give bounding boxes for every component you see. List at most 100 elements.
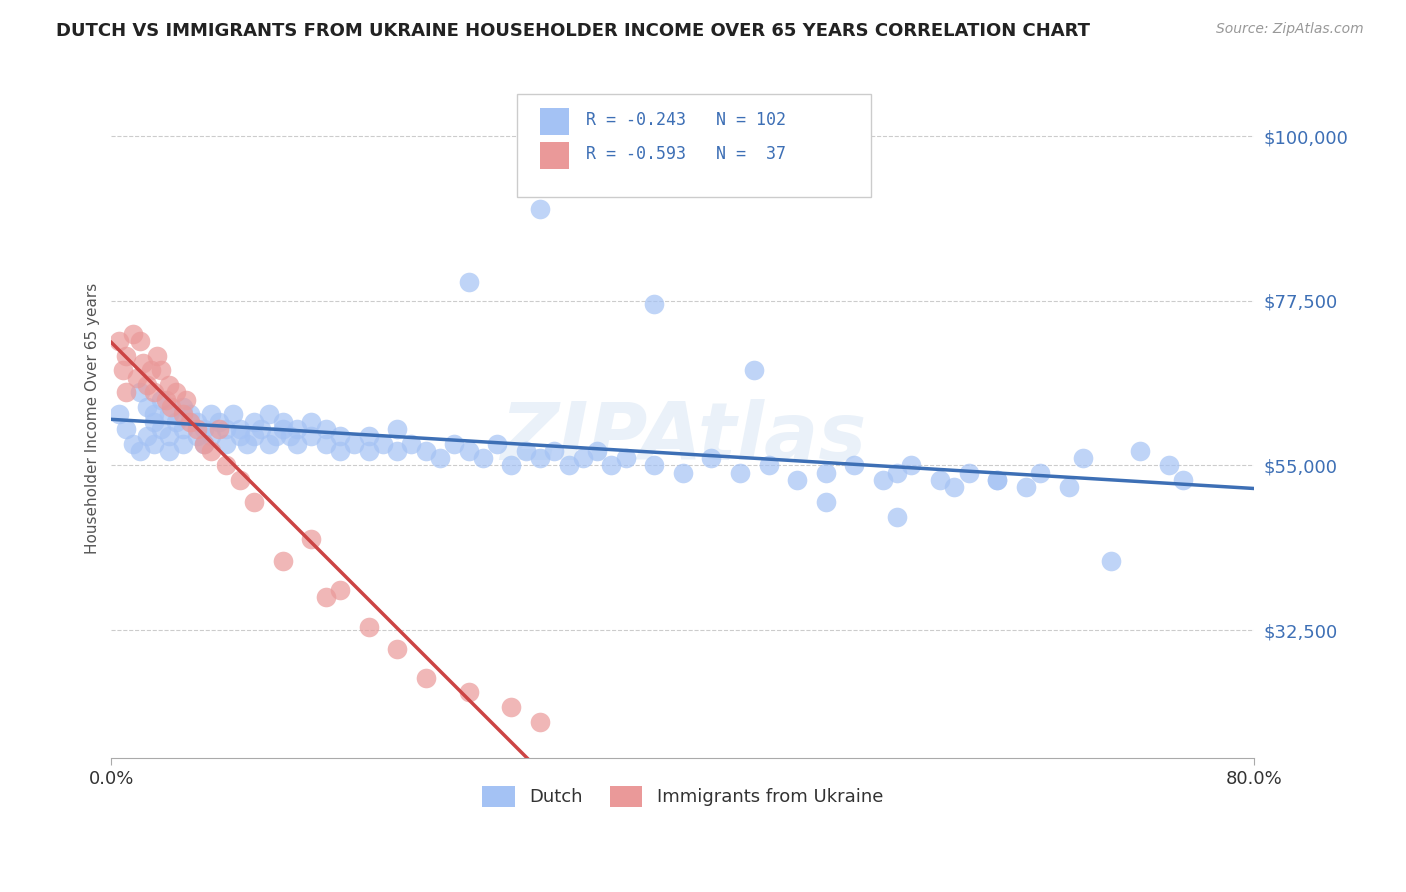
Point <box>900 458 922 473</box>
Point <box>315 591 337 605</box>
Point <box>986 473 1008 487</box>
Point <box>357 443 380 458</box>
Point <box>385 422 408 436</box>
FancyBboxPatch shape <box>517 95 872 196</box>
Point <box>236 436 259 450</box>
Point <box>271 422 294 436</box>
Point <box>357 619 380 633</box>
Point <box>929 473 952 487</box>
Point <box>329 443 352 458</box>
Point <box>643 297 665 311</box>
Point <box>557 458 579 473</box>
Point <box>229 422 252 436</box>
Text: R = -0.593   N =  37: R = -0.593 N = 37 <box>586 145 786 163</box>
Point <box>299 532 322 546</box>
Point <box>146 349 169 363</box>
Point <box>207 422 229 436</box>
Point <box>143 385 166 400</box>
Point <box>243 495 266 509</box>
Point <box>758 458 780 473</box>
Point <box>243 429 266 443</box>
Point <box>179 415 201 429</box>
Point <box>160 400 183 414</box>
Point <box>150 392 173 407</box>
Point <box>193 436 215 450</box>
Point <box>257 436 280 450</box>
Point <box>471 451 494 466</box>
FancyBboxPatch shape <box>540 142 568 169</box>
Point <box>501 700 523 714</box>
Text: R = -0.243   N = 102: R = -0.243 N = 102 <box>586 112 786 129</box>
Point <box>1129 443 1152 458</box>
Point <box>278 429 301 443</box>
Point <box>143 415 166 429</box>
Point <box>193 436 215 450</box>
Point <box>700 451 723 466</box>
Point <box>1099 554 1122 568</box>
Point <box>385 641 408 656</box>
Point <box>299 415 322 429</box>
Point <box>614 451 637 466</box>
Point <box>129 334 152 348</box>
Point <box>844 458 866 473</box>
Point <box>586 443 609 458</box>
Point <box>114 385 136 400</box>
Point <box>264 429 287 443</box>
Point <box>157 429 180 443</box>
Point <box>193 422 215 436</box>
Point <box>143 436 166 450</box>
Text: DUTCH VS IMMIGRANTS FROM UKRAINE HOUSEHOLDER INCOME OVER 65 YEARS CORRELATION CH: DUTCH VS IMMIGRANTS FROM UKRAINE HOUSEHO… <box>56 22 1090 40</box>
Point <box>215 422 238 436</box>
Point <box>174 392 197 407</box>
Point <box>121 326 143 341</box>
Point <box>415 671 437 685</box>
Point <box>329 429 352 443</box>
Point <box>1157 458 1180 473</box>
Point <box>1071 451 1094 466</box>
Point <box>457 685 479 699</box>
Point <box>957 466 980 480</box>
Point <box>155 392 177 407</box>
Point <box>215 436 238 450</box>
Point <box>136 400 159 414</box>
Point <box>728 466 751 480</box>
Point <box>186 415 208 429</box>
Point <box>271 554 294 568</box>
Point <box>179 407 201 421</box>
Point <box>1029 466 1052 480</box>
Point <box>285 422 308 436</box>
Point <box>157 443 180 458</box>
Point <box>243 415 266 429</box>
Point <box>172 422 194 436</box>
Point <box>200 429 222 443</box>
Point <box>329 582 352 597</box>
Point <box>107 334 129 348</box>
Point <box>285 436 308 450</box>
Point <box>299 429 322 443</box>
Point <box>200 407 222 421</box>
Point <box>529 714 551 729</box>
Point <box>250 422 273 436</box>
Point <box>111 363 134 377</box>
Text: Source: ZipAtlas.com: Source: ZipAtlas.com <box>1216 22 1364 37</box>
Point <box>1057 480 1080 494</box>
Y-axis label: Householder Income Over 65 years: Householder Income Over 65 years <box>86 282 100 554</box>
Point <box>401 436 423 450</box>
Point <box>143 407 166 421</box>
Point <box>443 436 465 450</box>
Point <box>543 443 565 458</box>
Point <box>229 429 252 443</box>
Point <box>129 443 152 458</box>
Point <box>814 466 837 480</box>
Point <box>886 509 908 524</box>
Point <box>786 473 808 487</box>
Point <box>172 400 194 414</box>
FancyBboxPatch shape <box>540 108 568 136</box>
Legend: Dutch, Immigrants from Ukraine: Dutch, Immigrants from Ukraine <box>475 779 890 814</box>
Point <box>172 407 194 421</box>
Point <box>107 407 129 421</box>
Point <box>132 356 155 370</box>
Point <box>200 443 222 458</box>
Point <box>222 407 245 421</box>
Point <box>257 407 280 421</box>
